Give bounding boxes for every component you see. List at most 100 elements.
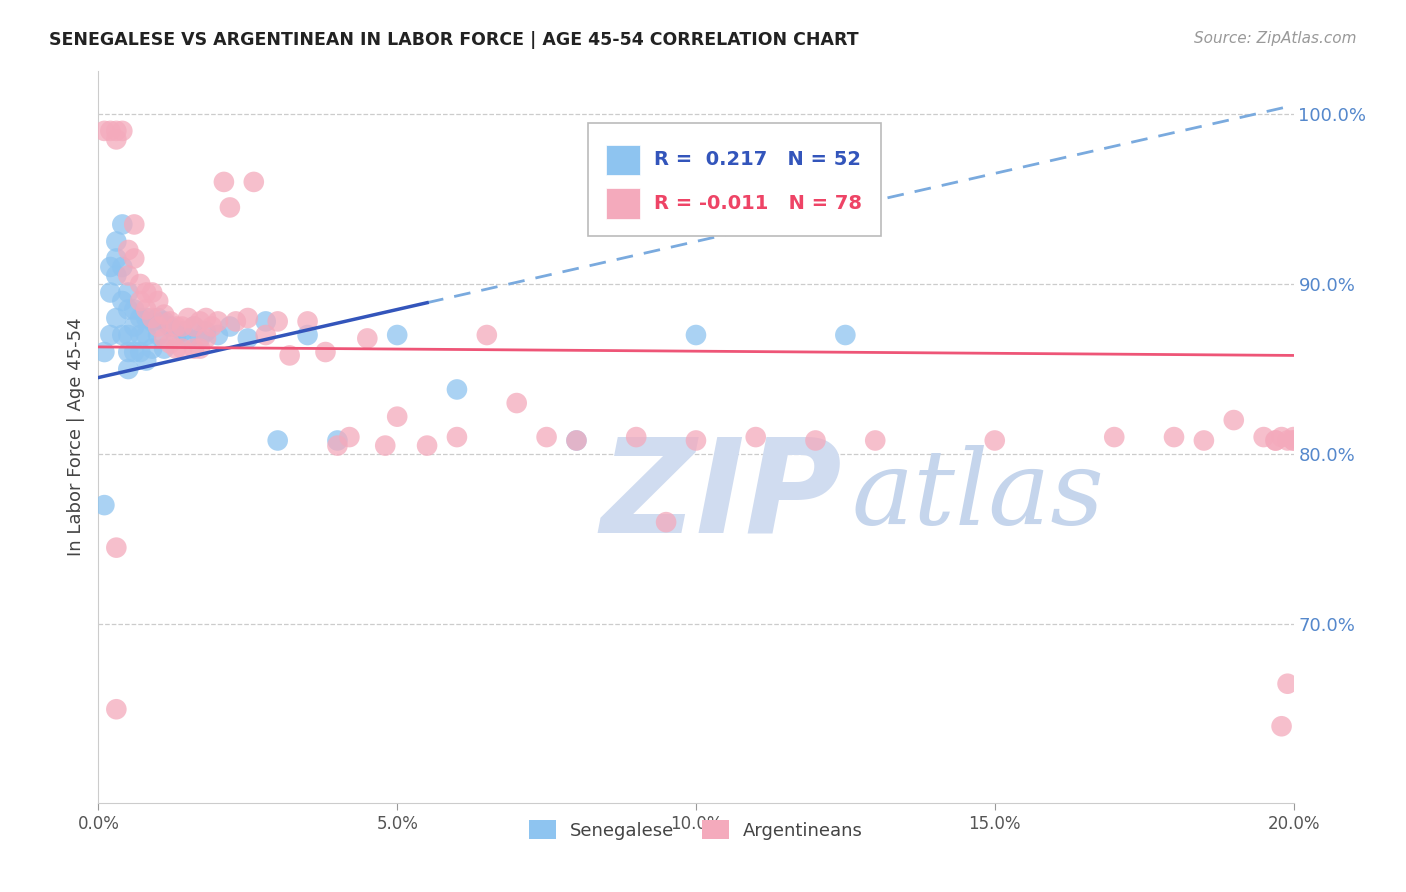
Point (254, 314, 277, 328)
Point (865, 434, 887, 448)
Point (172, 319, 194, 334)
Point (195, 331, 218, 345)
Point (1277, 677, 1299, 691)
Point (141, 311, 163, 326)
Point (1282, 434, 1305, 448)
Point (159, 319, 181, 334)
Point (148, 293, 170, 308)
Point (117, 362, 139, 376)
Point (626, 430, 648, 444)
Point (105, 268, 128, 283)
Point (98, 124, 122, 138)
Point (124, 319, 146, 334)
Point (117, 345, 139, 359)
Point (188, 331, 211, 345)
Point (225, 314, 247, 328)
Point (188, 314, 211, 328)
Point (219, 319, 242, 334)
Point (804, 434, 827, 448)
Point (124, 345, 146, 359)
Point (129, 277, 152, 291)
Point (385, 409, 409, 424)
Point (111, 218, 134, 232)
Point (105, 235, 128, 249)
Point (326, 439, 349, 453)
Point (111, 124, 134, 138)
Point (93, 124, 115, 138)
Point (111, 328, 134, 343)
Point (105, 311, 128, 326)
Point (475, 328, 498, 343)
Point (105, 132, 128, 146)
Point (565, 434, 588, 448)
Point (1282, 430, 1305, 444)
Point (297, 328, 319, 343)
Point (506, 396, 529, 410)
Point (219, 201, 242, 215)
Point (267, 314, 290, 328)
Point (1163, 430, 1185, 444)
Point (93, 345, 115, 359)
Point (297, 314, 319, 328)
Point (129, 293, 152, 308)
Text: atlas: atlas (852, 445, 1104, 546)
FancyBboxPatch shape (606, 145, 640, 175)
Point (356, 331, 378, 345)
Point (1277, 434, 1299, 448)
Point (236, 311, 259, 326)
Point (207, 314, 229, 328)
Point (685, 328, 707, 343)
Point (111, 260, 134, 274)
Point (141, 342, 163, 356)
Point (135, 302, 157, 317)
Point (655, 515, 678, 529)
Point (111, 293, 134, 308)
Point (183, 319, 205, 334)
Y-axis label: In Labor Force | Age 45-54: In Labor Force | Age 45-54 (66, 318, 84, 557)
Point (1223, 413, 1246, 427)
Text: ZIP: ZIP (600, 432, 842, 559)
Point (117, 243, 139, 257)
Point (278, 348, 301, 362)
Point (339, 430, 361, 444)
Point (385, 328, 409, 343)
Point (1104, 430, 1126, 444)
Point (165, 328, 187, 343)
Point (1282, 434, 1305, 448)
Point (243, 175, 266, 189)
Point (172, 342, 194, 356)
Point (98, 260, 122, 274)
Point (177, 331, 200, 345)
Point (98, 328, 122, 343)
Point (135, 353, 157, 368)
Point (236, 331, 259, 345)
Point (135, 285, 157, 300)
Point (141, 285, 163, 300)
FancyBboxPatch shape (606, 188, 640, 219)
Text: R =  0.217   N = 52: R = 0.217 N = 52 (654, 151, 860, 169)
Legend: Senegalese, Argentineans: Senegalese, Argentineans (520, 811, 872, 848)
Point (177, 311, 200, 326)
Point (212, 175, 235, 189)
Text: Source: ZipAtlas.com: Source: ZipAtlas.com (1194, 31, 1357, 46)
Point (124, 302, 146, 317)
Point (1264, 434, 1286, 448)
Point (135, 328, 157, 343)
Point (153, 342, 176, 356)
Point (1253, 430, 1275, 444)
Point (374, 439, 396, 453)
Point (1192, 434, 1215, 448)
Point (105, 702, 128, 716)
Point (105, 541, 128, 555)
Point (153, 314, 176, 328)
Point (254, 328, 277, 343)
Point (416, 439, 439, 453)
Point (326, 434, 349, 448)
Point (1264, 434, 1286, 448)
Point (984, 434, 1007, 448)
Point (129, 328, 152, 343)
Point (135, 311, 157, 326)
Point (201, 319, 224, 334)
Point (172, 325, 194, 339)
Point (117, 285, 139, 300)
